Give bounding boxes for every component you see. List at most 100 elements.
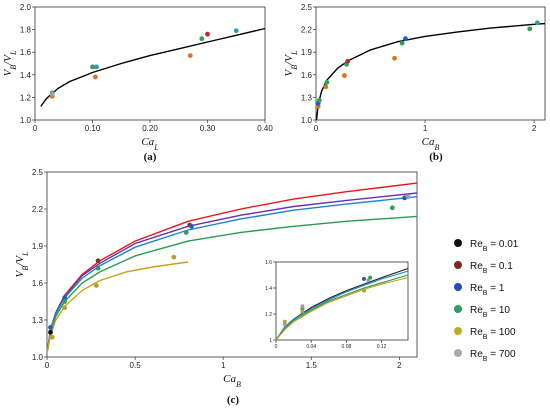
data-point	[49, 91, 55, 97]
data-point	[93, 283, 99, 288]
curve-line	[46, 215, 418, 351]
panel-a: 1.01.21.41.61.82.00 0.10 0.20 0.30 0.40CaLVB…	[2, 3, 273, 152]
data-point	[392, 55, 397, 61]
y-tick-label: 1	[269, 338, 272, 344]
x-tick-label: 0.04	[306, 344, 316, 350]
y-axis-label: VB/VL	[14, 251, 30, 277]
data-point	[62, 299, 68, 304]
y-tick-label: 1.0	[32, 353, 44, 362]
x-tick-label: 0	[314, 124, 319, 133]
y-tick-label: 1.6	[301, 71, 313, 80]
x-axis-label-sub: L	[153, 143, 159, 152]
data-point	[403, 36, 408, 42]
data-point	[300, 304, 305, 309]
data-point	[189, 223, 194, 229]
x-axis-label-main: Ca	[223, 373, 236, 385]
data-point	[341, 73, 347, 78]
data-point	[389, 205, 395, 211]
y-axis-label-part: B	[9, 65, 18, 70]
legend-label: ReB = 0.1	[470, 261, 513, 275]
plot-frame	[34, 6, 266, 121]
x-tick-label: 2	[397, 361, 402, 370]
legend-marker	[454, 239, 462, 247]
data-point	[199, 36, 205, 42]
legend-marker	[454, 349, 462, 357]
data-point	[62, 305, 68, 311]
curve-line	[275, 270, 409, 341]
y-tick-label: 1.9	[301, 48, 313, 57]
y-axis-label-part: L	[9, 50, 18, 56]
panel-label-c: (c)	[227, 394, 240, 406]
y-axis-label-part: /V	[14, 255, 26, 267]
x-axis-label-sub: B	[236, 380, 241, 389]
y-axis-label-part: V	[14, 269, 26, 277]
data-point	[183, 230, 189, 235]
data-point	[233, 28, 239, 34]
data-point	[527, 26, 533, 32]
x-tick-label: 0.12	[377, 344, 387, 350]
x-tick-label: 0.30	[200, 124, 216, 133]
x-axis-label: CaB	[422, 136, 440, 152]
data-point	[187, 53, 193, 58]
x-tick-label: 0.20	[142, 124, 158, 133]
y-tick-label: 1.8	[20, 26, 32, 35]
x-tick-label: 0	[275, 344, 278, 350]
legend-marker	[454, 283, 462, 291]
data-point	[316, 98, 322, 103]
y-tick-label: 1.6	[265, 260, 272, 266]
y-axis-label-part: V	[2, 68, 14, 76]
x-tick-label: 1.5	[306, 361, 318, 370]
y-tick-label: 2.5	[32, 168, 44, 177]
legend-label-sub: B	[483, 312, 488, 319]
y-tick-label: 1.4	[265, 286, 272, 292]
y-tick-label: 1.0	[301, 116, 313, 125]
y-tick-label: 1.6	[20, 48, 32, 57]
y-tick-label: 2.0	[20, 3, 32, 12]
legend-label-value: = 100	[487, 327, 516, 338]
data-point	[95, 258, 101, 264]
legend-label-sub: B	[483, 268, 488, 275]
curve-line	[275, 277, 409, 341]
data-point	[324, 79, 330, 85]
data-point	[399, 40, 405, 46]
y-axis-label-part: V	[283, 68, 295, 76]
x-tick-label: 2	[532, 124, 537, 133]
x-axis-label-main: Ca	[422, 136, 435, 148]
y-tick-label: 1.0	[20, 116, 32, 125]
y-tick-label: 1.2	[265, 312, 272, 318]
data-point	[300, 309, 305, 314]
y-tick-label: 1.4	[20, 71, 32, 80]
legend-label-prefix: Re	[470, 327, 483, 338]
legend-label-value: = 1	[487, 283, 504, 294]
curve-line	[275, 274, 409, 341]
data-point	[323, 84, 329, 90]
legend-label-prefix: Re	[470, 239, 483, 250]
plot-frame	[315, 6, 546, 121]
data-point	[205, 31, 210, 37]
data-point	[94, 64, 99, 70]
data-point	[90, 64, 95, 70]
legend-label: ReB = 10	[470, 305, 510, 319]
data-point	[362, 276, 366, 281]
legend-label-value: = 0.1	[487, 261, 513, 272]
data-point	[171, 254, 177, 260]
panel-label-a: (a)	[144, 151, 157, 163]
legend-label: ReB = 700	[470, 349, 516, 363]
data-point	[62, 295, 68, 301]
curve-line	[40, 27, 266, 107]
curve-line	[46, 196, 418, 351]
y-axis-label-part: B	[21, 266, 30, 271]
y-tick-label: 1.6	[32, 279, 44, 288]
y-axis-label-part: L	[290, 50, 299, 56]
legend-label: ReB = 100	[470, 327, 516, 341]
legend-label-sub: B	[483, 334, 488, 341]
x-tick-label: 0.10	[85, 124, 101, 133]
y-tick-label: 2.2	[32, 205, 44, 214]
data-point	[368, 275, 373, 280]
legend-label: ReB = 1	[470, 283, 505, 297]
legend-label-prefix: Re	[470, 349, 483, 360]
y-tick-label: 2.5	[301, 3, 313, 12]
data-point	[95, 265, 101, 271]
x-tick-label: 0.08	[342, 344, 352, 350]
